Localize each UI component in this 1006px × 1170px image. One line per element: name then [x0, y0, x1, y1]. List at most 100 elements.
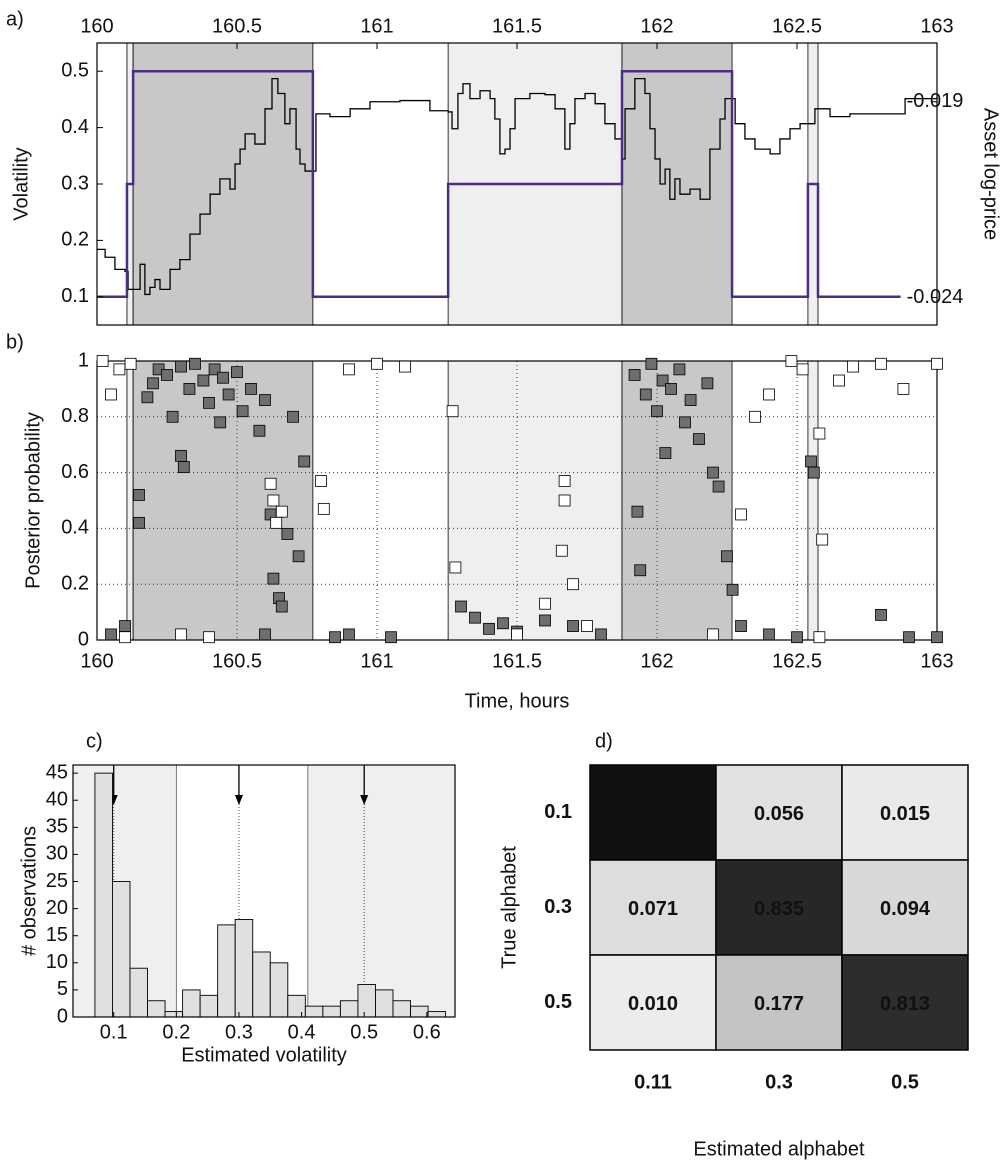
y-tick-label: 5: [57, 978, 68, 1000]
cell: [715, 954, 843, 1051]
cell-label: 0.071: [628, 898, 678, 920]
bar: [199, 994, 219, 1018]
point: [208, 363, 221, 376]
point: [105, 388, 117, 401]
cell: [841, 764, 969, 861]
regime-band: [807, 360, 819, 641]
bar: [410, 1005, 429, 1018]
cell-label: 0.056: [754, 803, 804, 825]
bar: [322, 1005, 341, 1018]
x-tick-label: 161: [360, 650, 393, 672]
y2-axis-title: Asset log-price: [980, 108, 1002, 240]
y-tick-label: 45: [46, 761, 68, 783]
point: [539, 597, 551, 610]
y-tick-label: 0.5: [61, 59, 89, 81]
point: [833, 374, 845, 387]
regime-band: [447, 360, 623, 641]
point: [298, 455, 311, 468]
point: [399, 360, 411, 373]
point: [651, 405, 663, 418]
point: [105, 628, 117, 641]
y-tick-label: 0.2: [61, 229, 89, 251]
x-tick-label: 0.2: [162, 1021, 190, 1043]
point: [141, 391, 154, 404]
regime-band: [621, 42, 733, 326]
point: [343, 363, 355, 376]
point: [267, 572, 280, 585]
point: [567, 578, 579, 591]
bar: [427, 1011, 447, 1018]
point: [931, 357, 943, 370]
point: [581, 620, 593, 632]
y-tick-label: 35: [46, 816, 68, 838]
x-tick-label: 0.1: [100, 1021, 128, 1043]
x-tick-label: 162: [640, 15, 673, 37]
cell-label: 0.813: [880, 993, 930, 1015]
point: [183, 382, 196, 395]
point: [875, 608, 887, 621]
point: [113, 363, 126, 376]
x-tick-label: 0.5: [350, 1021, 378, 1043]
bar: [357, 984, 376, 1018]
y2-tick-label: -0.024: [907, 286, 964, 308]
point: [315, 475, 327, 487]
x-tick-label: 161: [360, 15, 393, 37]
step-line: [97, 69, 901, 299]
bar: [339, 1000, 359, 1018]
point: [712, 480, 725, 493]
plot-frame: [72, 764, 456, 1018]
y-axis-title: True alphabet: [498, 846, 520, 969]
point: [343, 628, 355, 641]
point: [645, 357, 658, 370]
column-label: 0.3: [765, 1071, 793, 1093]
cell-label: 0.094: [880, 898, 931, 920]
x-tick-label: 163: [920, 15, 953, 37]
panel-label: a): [6, 8, 24, 30]
y2-tick-label: -0.019: [907, 90, 964, 112]
point: [511, 628, 523, 641]
x-tick-label: 160.5: [212, 650, 262, 672]
point: [245, 382, 257, 395]
point: [177, 461, 190, 473]
point: [567, 620, 579, 632]
point: [735, 620, 747, 632]
cell-label: 0.177: [754, 993, 804, 1015]
point: [214, 416, 227, 429]
point: [897, 382, 910, 395]
point: [497, 617, 509, 630]
panel-label: b): [6, 331, 24, 353]
point: [595, 628, 607, 641]
point: [189, 357, 201, 370]
x-axis-title: Estimated volatility: [181, 1044, 347, 1066]
bar: [269, 962, 289, 1018]
y-tick-label: 20: [46, 897, 68, 919]
point: [133, 516, 145, 529]
cell-label: 0.835: [754, 898, 804, 920]
cell: [589, 954, 717, 1051]
row-label: 0.1: [544, 801, 572, 823]
point: [203, 631, 215, 644]
point: [665, 382, 677, 395]
background-band: [307, 765, 455, 1017]
cell: [715, 859, 843, 956]
point: [469, 611, 481, 624]
point: [449, 561, 462, 574]
point: [287, 410, 299, 423]
y-tick-label: 0.1: [61, 285, 89, 307]
point: [707, 466, 719, 479]
cell-label: 0.015: [880, 803, 930, 825]
point: [292, 550, 305, 563]
cell: [841, 954, 969, 1051]
point: [197, 374, 210, 387]
y-tick-label: 1: [78, 349, 89, 371]
arrow-head: [234, 795, 243, 805]
point: [119, 631, 131, 644]
point: [175, 360, 187, 373]
point: [796, 363, 809, 376]
bar: [287, 994, 306, 1018]
bar: [147, 1000, 166, 1018]
x-axis-title: Estimated alphabet: [693, 1138, 865, 1160]
arrow-head: [360, 795, 369, 805]
